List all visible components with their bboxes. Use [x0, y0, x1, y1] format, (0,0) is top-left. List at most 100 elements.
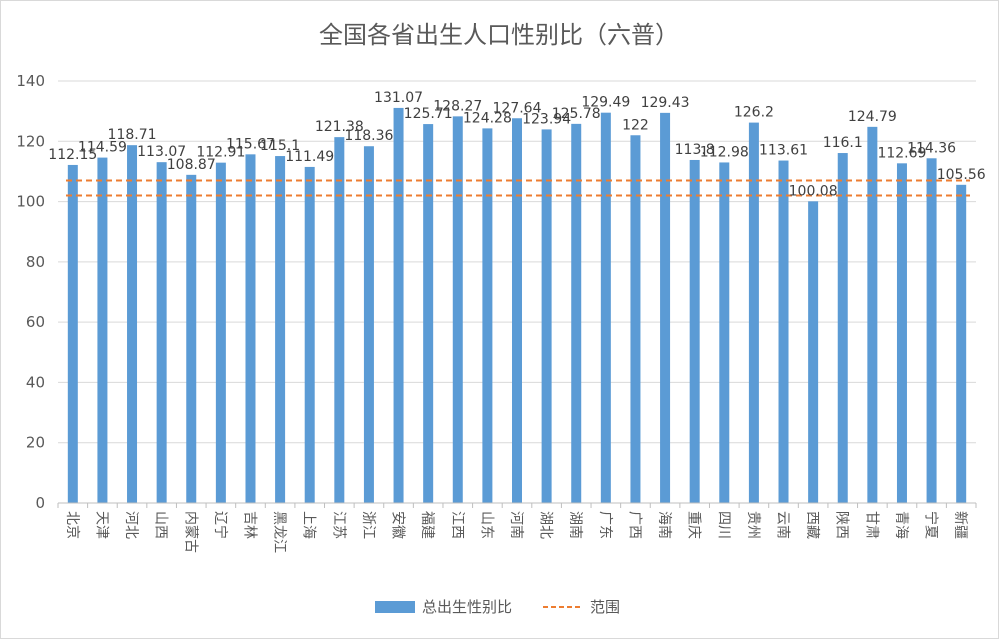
grid-layer: 0 20 40 60 80 100 120 140 [16, 72, 976, 512]
y-tick-label: 140 [16, 72, 45, 90]
chart-title: 全国各省出生人口性别比（六普） [319, 21, 679, 49]
y-tick-label: 40 [26, 373, 45, 391]
x-tick-label: 黑龙江 [271, 511, 287, 553]
legend: 总出生性别比 范围 [375, 598, 620, 616]
x-tick-label: 山东 [478, 511, 494, 539]
bar [956, 184, 967, 503]
bar [778, 160, 789, 503]
x-tick-label: 天津 [93, 511, 109, 539]
data-label: 128.27 [433, 98, 482, 114]
x-tick-label: 福建 [419, 511, 435, 539]
bar [541, 129, 552, 503]
bar [482, 128, 493, 503]
bar [304, 166, 315, 503]
legend-label-series: 总出生性别比 [422, 598, 512, 616]
data-label: 114.59 [78, 140, 127, 156]
x-tick-label: 湖北 [538, 511, 554, 539]
y-tick-label: 80 [26, 253, 45, 271]
bar [600, 112, 611, 503]
bar [423, 124, 434, 503]
bar [215, 162, 226, 504]
bar [719, 162, 730, 504]
x-tick-label: 四川 [715, 511, 731, 539]
bar [156, 162, 167, 503]
y-tick-label: 0 [35, 494, 45, 512]
x-tick-label: 浙江 [360, 511, 376, 539]
bar [571, 123, 582, 503]
x-tick-label: 上海 [301, 511, 317, 539]
data-label: 112.98 [700, 144, 749, 160]
x-axis: 北京 天津 河北 山西 内蒙古 辽宁 吉林 黑龙江 上海 江苏 浙江 安徽 福建 江西 山东 河南 湖北 湖南 广东… [57, 502, 977, 553]
data-label: 118.36 [344, 128, 393, 144]
data-label: 129.43 [641, 95, 690, 111]
bar [186, 174, 197, 503]
data-label: 118.71 [108, 127, 157, 143]
x-tick-label: 贵州 [745, 511, 761, 539]
y-tick-label: 120 [16, 132, 45, 150]
bar [512, 118, 522, 504]
x-tick-label: 广西 [626, 511, 642, 539]
bar [896, 163, 907, 504]
y-tick-label: 100 [16, 193, 45, 211]
y-tick-label: 20 [26, 434, 45, 452]
bar [808, 201, 819, 503]
bar [275, 156, 286, 503]
data-label: 112.15 [48, 147, 97, 163]
legend-label-reference: 范围 [590, 598, 620, 616]
x-tick-label: 新疆 [952, 511, 968, 539]
bar [630, 135, 641, 503]
y-tick-label: 60 [26, 313, 45, 331]
x-tick-label: 北京 [64, 511, 80, 539]
bar [245, 154, 256, 503]
bar [689, 159, 700, 503]
data-label: 126.2 [734, 105, 774, 121]
bar [748, 122, 759, 504]
data-label: 125.71 [404, 106, 453, 122]
x-tick-label: 西藏 [804, 511, 820, 539]
bar [926, 158, 937, 503]
bar [97, 157, 108, 503]
x-tick-label: 辽宁 [212, 511, 229, 539]
data-label: 124.79 [848, 109, 897, 125]
data-label: 113.61 [759, 143, 808, 159]
data-label: 127.64 [493, 100, 542, 116]
data-label: 113.8 [675, 142, 715, 158]
x-tick-label: 宁夏 [923, 511, 940, 539]
bar [452, 116, 463, 503]
x-tick-label: 安徽 [390, 511, 406, 539]
x-tick-label: 江苏 [330, 511, 346, 539]
legend-swatch-bar [375, 601, 415, 613]
bars-layer [67, 107, 967, 504]
bar [867, 126, 878, 503]
data-label: 100.08 [789, 183, 838, 199]
x-tick-label: 吉林 [241, 511, 257, 539]
data-label: 108.87 [167, 157, 216, 173]
data-label: 115.1 [260, 138, 300, 154]
x-tick-label: 内蒙古 [182, 511, 198, 553]
reference-lines-layer [66, 179, 970, 197]
x-tick-label: 山西 [153, 511, 169, 539]
data-label: 115.67 [226, 136, 275, 152]
x-tick-label: 广东 [597, 511, 613, 539]
x-tick-label: 海南 [656, 511, 672, 539]
x-tick-label: 云南 [775, 511, 791, 539]
data-label: 122 [622, 117, 649, 133]
bar [127, 145, 138, 504]
data-labels-layer: 112.15114.59118.71113.07108.87112.91115.… [48, 90, 985, 199]
bar [67, 164, 78, 503]
x-tick-label: 河北 [123, 511, 139, 539]
x-tick-label: 湖南 [567, 511, 583, 539]
data-label: 121.38 [315, 119, 364, 135]
bar [363, 146, 374, 504]
bar [334, 137, 345, 503]
data-label: 125.78 [552, 106, 601, 122]
data-label: 124.28 [463, 110, 512, 126]
data-label: 123.94 [522, 111, 571, 127]
data-label: 105.56 [937, 167, 986, 183]
data-label: 116.1 [823, 135, 863, 151]
data-label: 112.69 [877, 145, 926, 161]
x-tick-label: 重庆 [686, 511, 702, 539]
x-tick-label: 河南 [508, 511, 524, 539]
x-tick-label: 青海 [893, 511, 909, 539]
